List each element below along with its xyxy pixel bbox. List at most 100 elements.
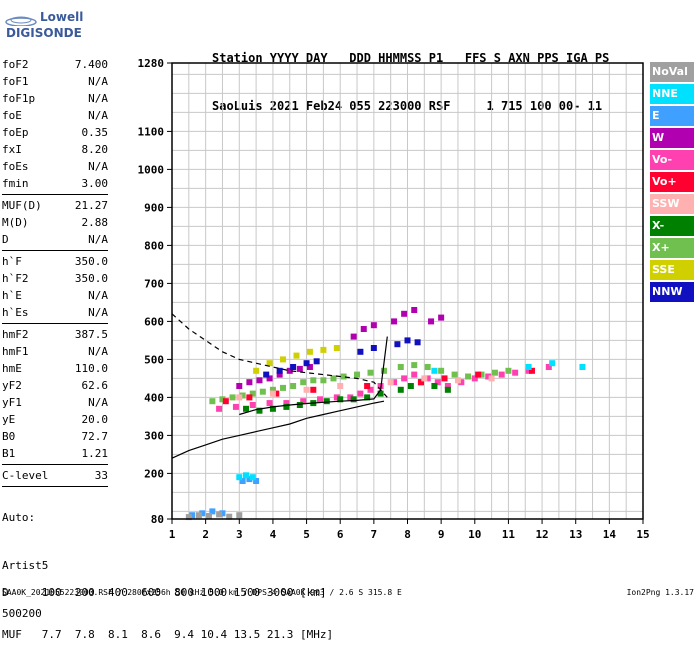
data-point-x	[424, 364, 431, 370]
param-name: C-level	[2, 469, 49, 482]
x-tick-label: 3	[236, 528, 243, 541]
distance-row: D 100 200 400 600 800 1000 1500 3000 [km…	[2, 586, 327, 599]
data-point-x	[431, 383, 438, 389]
header-line2: SaoLuis 2021 Feb24 055 223000 RSF 1 715 …	[212, 99, 603, 113]
param-name: fmin	[2, 177, 29, 190]
data-point-w	[266, 375, 273, 382]
data-point-x	[340, 373, 347, 380]
data-point-x	[330, 375, 337, 382]
data-point-noval	[195, 512, 202, 519]
data-point-nne	[431, 367, 438, 374]
data-point-vo	[249, 402, 256, 408]
y-tick-label: 200	[144, 467, 164, 480]
param-row: hmE 110.0	[2, 360, 108, 377]
header-line1: Station YYYY DAY DDD HHMMSS P1 FFS S AXN…	[212, 51, 610, 65]
param-value: N/A	[88, 396, 108, 409]
param-value: N/A	[88, 92, 108, 105]
param-value: N/A	[88, 345, 108, 358]
param-row: h`F 350.0	[2, 253, 108, 270]
legend-item-x: X+	[650, 238, 694, 258]
data-point-nne	[249, 474, 256, 481]
data-point-vo	[545, 364, 552, 370]
data-point-vo	[401, 375, 408, 382]
data-point-e	[239, 478, 246, 484]
data-point-x	[380, 367, 387, 374]
lowell-digisonde-logo: Lowell DIGISONDE	[4, 8, 114, 44]
data-point-vo	[364, 383, 371, 389]
data-point-x	[411, 362, 418, 369]
param-row: B1 1.21	[2, 445, 108, 462]
data-point-noval	[216, 511, 223, 518]
y-tick-label: 800	[144, 239, 164, 252]
param-value: 0.35	[81, 126, 109, 139]
station-header: Station YYYY DAY DDD HHMMSS P1 FFS S AXN…	[212, 18, 609, 130]
data-point-w	[246, 379, 253, 386]
legend-item-noval: NoVal	[650, 62, 694, 82]
data-point-vo	[333, 394, 340, 401]
legend-item-x: X-	[650, 216, 694, 236]
param-row: fxI 8.20	[2, 141, 108, 158]
data-point-vo	[485, 373, 492, 380]
data-point-vo	[444, 383, 451, 389]
y-tick-label: 400	[144, 391, 164, 404]
data-point-sse	[253, 367, 260, 374]
param-value: 1.21	[81, 447, 109, 460]
param-name: yE	[2, 413, 16, 426]
param-row: B0 72.7	[2, 428, 108, 445]
x-tick-label: 7	[371, 528, 378, 541]
data-point-w	[401, 310, 408, 317]
param-value: 350.0	[74, 272, 108, 285]
data-point-x	[407, 383, 414, 389]
data-point-vo	[391, 379, 398, 386]
data-point-x	[256, 407, 263, 414]
data-point-sse	[320, 346, 327, 353]
param-row: h`E N/A	[2, 287, 108, 304]
data-point-nnw	[370, 345, 377, 351]
data-point-w	[296, 365, 303, 372]
param-value: N/A	[88, 160, 108, 173]
data-point-x	[377, 390, 384, 397]
x-tick-label: 13	[569, 528, 582, 541]
param-separator	[2, 194, 108, 195]
data-point-x	[397, 364, 404, 370]
data-point-ssw	[421, 375, 428, 382]
data-point-x	[451, 371, 458, 378]
param-value: 3.00	[81, 177, 109, 190]
legend-item-vo: Vo+	[650, 172, 694, 192]
data-point-x	[491, 369, 498, 376]
param-name: B0	[2, 430, 16, 443]
param-value: N/A	[88, 75, 108, 88]
data-point-noval	[226, 513, 233, 520]
param-name: MUF(D)	[2, 199, 42, 212]
data-point-w	[286, 367, 293, 374]
param-name: foEp	[2, 126, 29, 139]
param-separator	[2, 486, 108, 487]
x-tick-label: 5	[303, 528, 310, 541]
param-name: D	[2, 233, 9, 246]
true-height-profile-line	[171, 400, 385, 459]
data-point-vo	[347, 394, 354, 401]
data-point-x	[239, 392, 246, 399]
param-value: N/A	[88, 109, 108, 122]
data-point-vo	[216, 405, 223, 412]
polarization-legend: NoVal NNE E W Vo- Vo+ SSW X- X+ SSE NNW	[650, 62, 694, 304]
data-point-nnw	[276, 367, 283, 374]
data-point-nne	[579, 364, 586, 370]
data-point-vo	[310, 386, 317, 393]
data-point-vo	[525, 367, 532, 374]
data-point-x	[465, 373, 472, 380]
param-row: foEs N/A	[2, 158, 108, 175]
data-point-e	[253, 478, 260, 484]
param-row: hmF1 N/A	[2, 343, 108, 360]
data-point-e	[209, 508, 216, 515]
data-point-w	[236, 383, 243, 389]
data-point-vo	[357, 390, 364, 397]
param-row: MUF(D) 21.27	[2, 197, 108, 214]
x-tick-label: 8	[404, 528, 411, 541]
data-point-x	[229, 394, 236, 401]
data-point-ssw	[236, 394, 243, 401]
data-point-vo	[300, 398, 307, 405]
param-value: 110.0	[74, 362, 108, 375]
data-point-nnw	[357, 348, 364, 355]
data-point-x	[310, 377, 317, 384]
